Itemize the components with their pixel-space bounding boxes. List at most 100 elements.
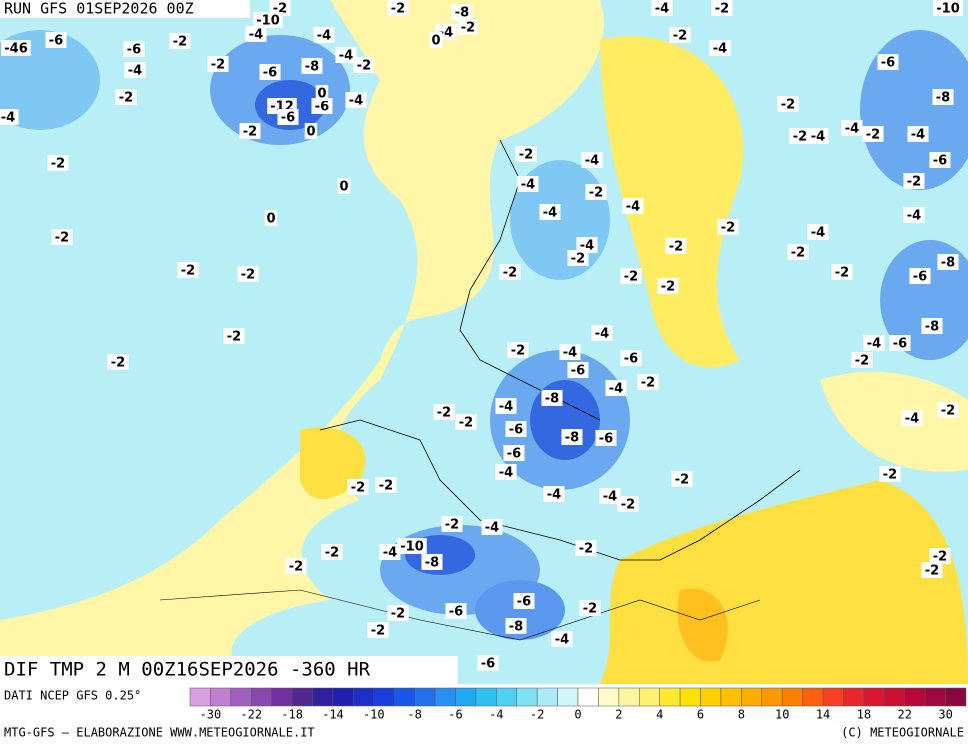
colorbar-swatch: [577, 687, 599, 707]
contour-label: -4: [499, 466, 513, 481]
contour-label: -4: [626, 200, 640, 215]
contour-label: -2: [793, 130, 807, 145]
contour-label-box: [223, 328, 245, 344]
contour-label: -4: [811, 226, 825, 241]
colorbar-tick-label: -8: [407, 708, 421, 722]
colorbar-tick-label: -6: [448, 708, 462, 722]
colorbar-swatch: [598, 687, 620, 707]
colorbar-tick-label: 6: [697, 708, 704, 722]
contour-label: -2: [589, 186, 603, 201]
source-label: DATI NCEP GFS 0.25°: [4, 689, 141, 703]
contour-label-box: [709, 40, 731, 56]
contour-label: -6: [507, 447, 521, 462]
contour-label-box: [315, 85, 329, 101]
colorbar-swatch: [741, 687, 763, 707]
contour-label-box: [932, 89, 954, 105]
contour-label: -2: [511, 344, 525, 359]
colorbar-tick-label: 30: [938, 708, 952, 722]
contour-label-box: [903, 207, 925, 223]
contour-label-box: [559, 344, 581, 360]
colorbar-tick-label: -2: [530, 708, 544, 722]
contour-label: -2: [391, 2, 405, 17]
contour-label: -2: [437, 406, 451, 421]
contour-label: -2: [55, 231, 69, 246]
contour-label-box: [877, 54, 899, 70]
contour-label: -8: [925, 320, 939, 335]
contour-label-box: [789, 128, 811, 144]
colorbar-swatch: [291, 687, 313, 707]
contour-label-box: [505, 618, 527, 634]
contour-label-box: [477, 655, 499, 671]
contour-label-box: [929, 152, 951, 168]
contour-label-box: [581, 152, 603, 168]
contour-label-box: [777, 96, 799, 112]
contour-label: -2: [461, 21, 475, 36]
contour-label: -2: [111, 356, 125, 371]
contour-label: -2: [641, 376, 655, 391]
contour-label-box: [321, 544, 343, 560]
contour-label-box: [787, 244, 809, 260]
colorbar-swatch: [455, 687, 477, 707]
contour-label: -2: [907, 175, 921, 190]
contour-label-box: [45, 32, 67, 48]
contour-label: -4: [383, 546, 397, 561]
colorbar-tick-label: 2: [615, 708, 622, 722]
contour-label-box: [889, 335, 911, 351]
contour-label-box: [169, 33, 191, 49]
contour-label-box: [591, 325, 613, 341]
contour-label-box: [903, 173, 925, 189]
contour-label: -2: [883, 468, 897, 483]
field-label: DIF TMP 2 M 00Z16SEP2026 -360 HR: [4, 659, 371, 681]
contour-label: 0: [266, 212, 275, 227]
contour-label: -2: [503, 266, 517, 281]
contour-label-box: [637, 374, 659, 390]
contour-label-box: [264, 210, 278, 226]
contour-label: -2: [781, 98, 795, 113]
contour-label-box: [901, 410, 923, 426]
contour-label: -8: [455, 6, 469, 21]
contour-label: -4: [521, 178, 535, 193]
contour-label: -10: [936, 2, 960, 17]
colorbar: -30 -22 -18 -14 -10 -8 -6 -4 -2 0 2 4 6 8 10 14 18 22 30: [189, 687, 967, 722]
colorbar-swatch: [945, 687, 967, 707]
contour-label-box: [495, 464, 517, 480]
colorbar-swatch: [271, 687, 293, 707]
contour-label: -4: [911, 128, 925, 143]
contour-label: -8: [509, 620, 523, 635]
colorbar-swatch: [781, 687, 803, 707]
contour-label: -6: [509, 423, 523, 438]
contour-label: -2: [51, 157, 65, 172]
contour-label: -8: [545, 392, 559, 407]
contour-label: -6: [881, 56, 895, 71]
colorbar-swatch: [720, 687, 742, 707]
contour-label: -2: [621, 498, 635, 513]
contour-label: -4: [1, 111, 15, 126]
contour-label: -4: [555, 633, 569, 648]
contour-label-box: [665, 238, 687, 254]
colorbar-swatch: [332, 687, 354, 707]
contour-label: -2: [866, 128, 880, 143]
colorbar-tick-label: 10: [775, 708, 789, 722]
contour-label: -2: [791, 246, 805, 261]
colorbar-swatch: [516, 687, 538, 707]
contour-label-box: [375, 477, 397, 493]
colorbar-swatch: [659, 687, 681, 707]
contour-label-box: [851, 352, 873, 368]
contour-label: -4: [485, 521, 499, 536]
contour-label-box: [576, 237, 598, 253]
colorbar-tick-label: 18: [857, 708, 871, 722]
contour-label: -4: [349, 94, 363, 109]
contour-label-box: [551, 631, 573, 647]
contour-label-box: [541, 390, 563, 406]
contour-label-box: [937, 254, 959, 270]
colorbar-swatch: [802, 687, 824, 707]
contour-label-box: [862, 126, 884, 142]
contour-label: -4: [867, 337, 881, 352]
contour-label-box: [107, 354, 129, 370]
contour-label-box: [515, 146, 537, 162]
contour-label: -6: [449, 605, 463, 620]
contour-label: -4: [811, 130, 825, 145]
contour-label-box: [605, 380, 627, 396]
contour-label-box: [671, 471, 693, 487]
map: [0, 0, 968, 684]
